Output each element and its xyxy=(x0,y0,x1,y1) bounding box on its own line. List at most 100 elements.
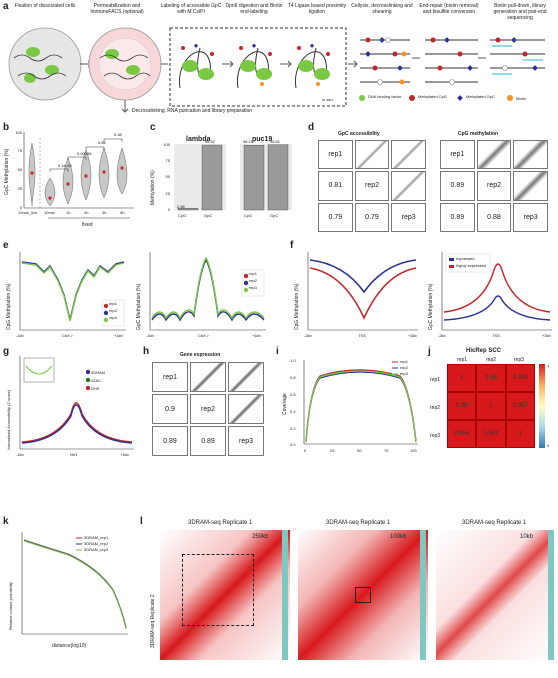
c-ytick-25: 25 xyxy=(165,191,170,196)
b-xtick-3h: 3h xyxy=(102,210,107,215)
i-xtick-100: 100 xyxy=(410,448,417,453)
j-cell-32: 0.957 xyxy=(476,420,506,448)
j-col-rep3: rep3 xyxy=(514,357,525,363)
i-ytick-08: 0.8 xyxy=(290,375,296,380)
b-xtick-4h: 4h xyxy=(120,210,125,215)
h-diag-rep1: rep1 xyxy=(152,362,188,392)
scatter-cell xyxy=(513,171,548,201)
i-legend-rep1: rep1 xyxy=(400,359,409,364)
e-right-xtick-end: +1kb xyxy=(252,333,261,338)
panel-letter-c: c xyxy=(150,122,156,133)
f-right-xtick-start: -2kb xyxy=(438,333,446,338)
b-ytick-50: 50 xyxy=(17,167,22,172)
scatter-cell xyxy=(354,140,390,170)
scatter-cell xyxy=(513,140,548,170)
d-left-matrix: rep1 0.81 rep2 0.79 0.79 rep3 xyxy=(318,140,426,232)
legend-methylated-cpg: Methylated CpG xyxy=(418,94,447,99)
i-legend-rep2: rep2 xyxy=(400,365,409,370)
c-ytick-75: 75 xyxy=(165,158,170,163)
d-left-diag-rep2: rep2 xyxy=(354,171,390,201)
e-left-ylabel: CpG Methylation (%) xyxy=(6,283,12,330)
b-ytick-100: 100 xyxy=(15,130,22,135)
d-right-matrix: rep1 0.89 rep2 0.89 0.88 rep3 xyxy=(440,140,548,232)
i-xtick-25: 25 xyxy=(330,448,335,453)
k-xlabel: distance(log10) xyxy=(52,643,87,649)
j-colorbar xyxy=(539,364,545,448)
h-title: Gene expression xyxy=(180,352,221,358)
b-ytick-0: 0 xyxy=(19,205,22,210)
l-map3-title: 3DRAM-seq Replicate 1 xyxy=(462,520,527,526)
d-right-r-31: 0.89 xyxy=(440,202,475,232)
g-legend-dhs: DHS xyxy=(91,386,100,391)
j-row-rep1: rep1 xyxy=(430,377,441,383)
l-map1 xyxy=(160,530,290,660)
c-ytick-50: 50 xyxy=(165,174,170,179)
j-scale-min: 0 xyxy=(547,443,550,448)
d-left-r-31: 0.79 xyxy=(318,202,353,232)
b-violin-plot xyxy=(23,132,134,219)
k-legend-rep3: 3DRAM_rep3 xyxy=(84,547,109,552)
legend-dna-binding-factor: DNA binding factor xyxy=(368,94,402,99)
l-map3-res: 10kb xyxy=(520,534,534,540)
g-legend-atac: ATAC xyxy=(91,378,102,383)
side-step-label: Decrosslinking, RNA purication and libra… xyxy=(132,108,253,114)
step-3-label: Labeling of accessible GpC with M.CviPI xyxy=(160,3,222,15)
j-row-rep2: rep2 xyxy=(430,405,441,411)
step-4-label: DpnII digestion and Biotin end-labeling xyxy=(225,3,283,15)
scatter-cell xyxy=(391,140,426,170)
panel-letter-a: a xyxy=(3,1,9,12)
j-cell-12: 0.95 xyxy=(476,364,506,392)
c-label-puc19-gpc: 98.81 xyxy=(270,139,281,144)
j-scale-max: 1 xyxy=(547,363,550,368)
k-legend-rep2: 3DRAM_rep2 xyxy=(84,541,109,546)
b-xtick-1h: 1h xyxy=(66,210,71,215)
e-left-legend-rep1: rep1 xyxy=(109,301,118,306)
legend-biotin: Biotin xyxy=(516,96,527,101)
j-cell-33: 1 xyxy=(505,420,535,448)
c-title-lambda: lambda xyxy=(186,136,211,143)
e-left-xtick-ctcf: Ctcf-> xyxy=(62,333,73,338)
e-right-legend-rep3: rep3 xyxy=(249,285,258,290)
c-xtick-puc19-cpg: CpG xyxy=(244,213,253,218)
e-left-xtick-start: -1kb xyxy=(16,333,24,338)
f-left-xtick-start: -2kb xyxy=(304,333,312,338)
h-diag-rep3: rep3 xyxy=(228,426,264,456)
j-cell-21: 0.95 xyxy=(447,392,477,420)
step-2-label: Permeabilization and ImmunoFACS (optiona… xyxy=(90,3,144,15)
c-ytick-100: 100 xyxy=(163,142,170,147)
b-pval-1: 5.1e-05 xyxy=(58,163,72,168)
d-left-r-21: 0.81 xyxy=(318,171,353,201)
panel-letter-j: j xyxy=(428,346,431,357)
c-bar-charts xyxy=(174,144,292,211)
e-left-profile xyxy=(19,252,126,331)
j-cell-31: 0.954 xyxy=(447,420,477,448)
i-ytick-0: 0.0 xyxy=(290,442,296,447)
b-xtick-2h: 2h xyxy=(84,210,89,215)
workflow-diagram xyxy=(8,27,545,113)
j-col-rep2: rep2 xyxy=(486,357,497,363)
d-left-diag-rep3: rep3 xyxy=(391,202,426,232)
e-left-legend-rep2: rep2 xyxy=(109,308,118,313)
b-xtick-10min: 10min xyxy=(44,210,55,215)
f-right-legend-expressed: expressed xyxy=(456,256,475,261)
panel-letter-e: e xyxy=(3,240,9,251)
c-xtick-lambda-gpc: GpC xyxy=(204,213,213,218)
b-pval-2: 0.00056 xyxy=(77,151,92,156)
d-right-title: CpG methylation xyxy=(458,131,499,137)
k-decay-plot xyxy=(21,532,128,635)
panel-letter-i: i xyxy=(276,346,279,357)
f-left-ylabel: CpG Methylation (%) xyxy=(294,283,300,330)
h-r-31: 0.89 xyxy=(152,426,188,456)
e-right-xtick-start: -1kb xyxy=(146,333,154,338)
scatter-cell xyxy=(190,362,226,392)
g-xtick-end: +1kb xyxy=(120,452,129,457)
step-6-label: Cellysis, decrosslinking and shearing xyxy=(351,3,413,15)
in-situ-label: in-situ xyxy=(322,97,333,102)
scatter-cell xyxy=(391,171,426,201)
d-right-diag-rep2: rep2 xyxy=(476,171,512,201)
l-map2-res: 100kb xyxy=(390,534,407,540)
zoom-box xyxy=(182,554,254,626)
g-profile xyxy=(19,356,134,450)
e-left-legend-rep3: rep3 xyxy=(109,315,118,320)
j-title: HicRep SCC xyxy=(466,348,502,354)
